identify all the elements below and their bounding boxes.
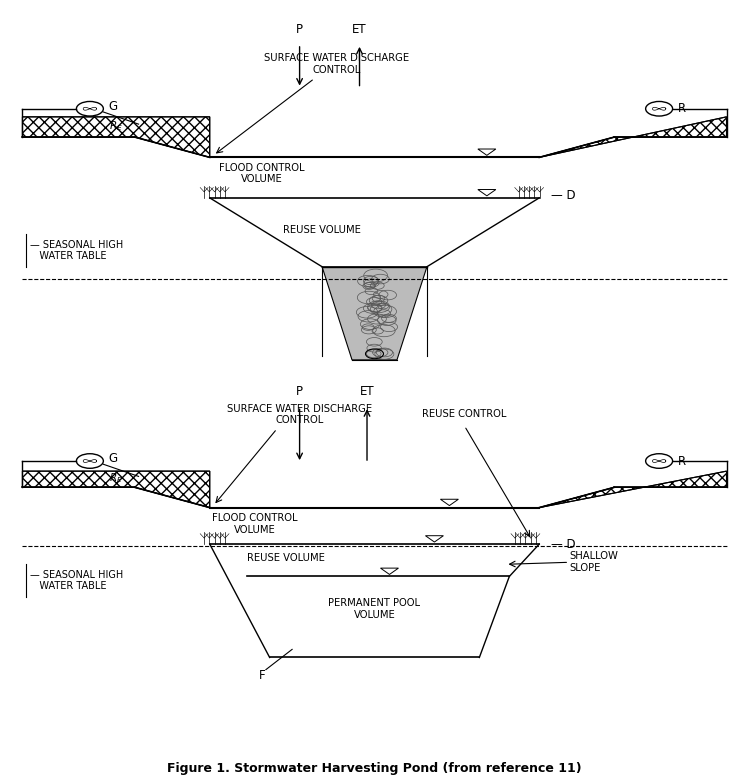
Text: REUSE VOLUME: REUSE VOLUME [283,225,361,235]
Text: G: G [109,100,118,113]
Polygon shape [539,117,727,157]
Text: — SEASONAL HIGH
   WATER TABLE: — SEASONAL HIGH WATER TABLE [30,569,123,591]
Text: R: R [678,102,686,115]
Text: SHALLOW
SLOPE: SHALLOW SLOPE [569,552,618,573]
Text: ET: ET [352,23,367,36]
Text: REUSE CONTROL: REUSE CONTROL [422,410,506,419]
Text: ET: ET [360,386,374,398]
Text: Figure 1. Stormwater Harvesting Pond (from reference 11): Figure 1. Stormwater Harvesting Pond (fr… [167,762,582,775]
Text: SURFACE WATER DISCHARGE
CONTROL: SURFACE WATER DISCHARGE CONTROL [227,404,372,425]
Text: F: F [259,669,265,682]
Text: REUSE VOLUME: REUSE VOLUME [247,553,325,563]
Text: — SEASONAL HIGH
   WATER TABLE: — SEASONAL HIGH WATER TABLE [30,240,123,261]
Text: — D: — D [551,189,575,203]
Polygon shape [322,266,427,360]
Text: $R_E$: $R_E$ [109,119,122,132]
Text: — D: — D [551,538,575,551]
Text: G: G [109,453,118,466]
Text: R: R [678,454,686,467]
Text: $R_E$: $R_E$ [109,471,122,485]
Polygon shape [539,471,727,508]
Text: FLOOD CONTROL
VOLUME: FLOOD CONTROL VOLUME [219,163,305,185]
Polygon shape [22,471,210,508]
Text: PERMANENT POOL
VOLUME: PERMANENT POOL VOLUME [329,598,420,619]
Text: FLOOD CONTROL
VOLUME: FLOOD CONTROL VOLUME [212,513,297,534]
Text: SURFACE WATER DISCHARGE
CONTROL: SURFACE WATER DISCHARGE CONTROL [264,54,410,75]
Polygon shape [22,117,210,157]
Text: P: P [296,386,303,398]
Text: P: P [296,23,303,36]
